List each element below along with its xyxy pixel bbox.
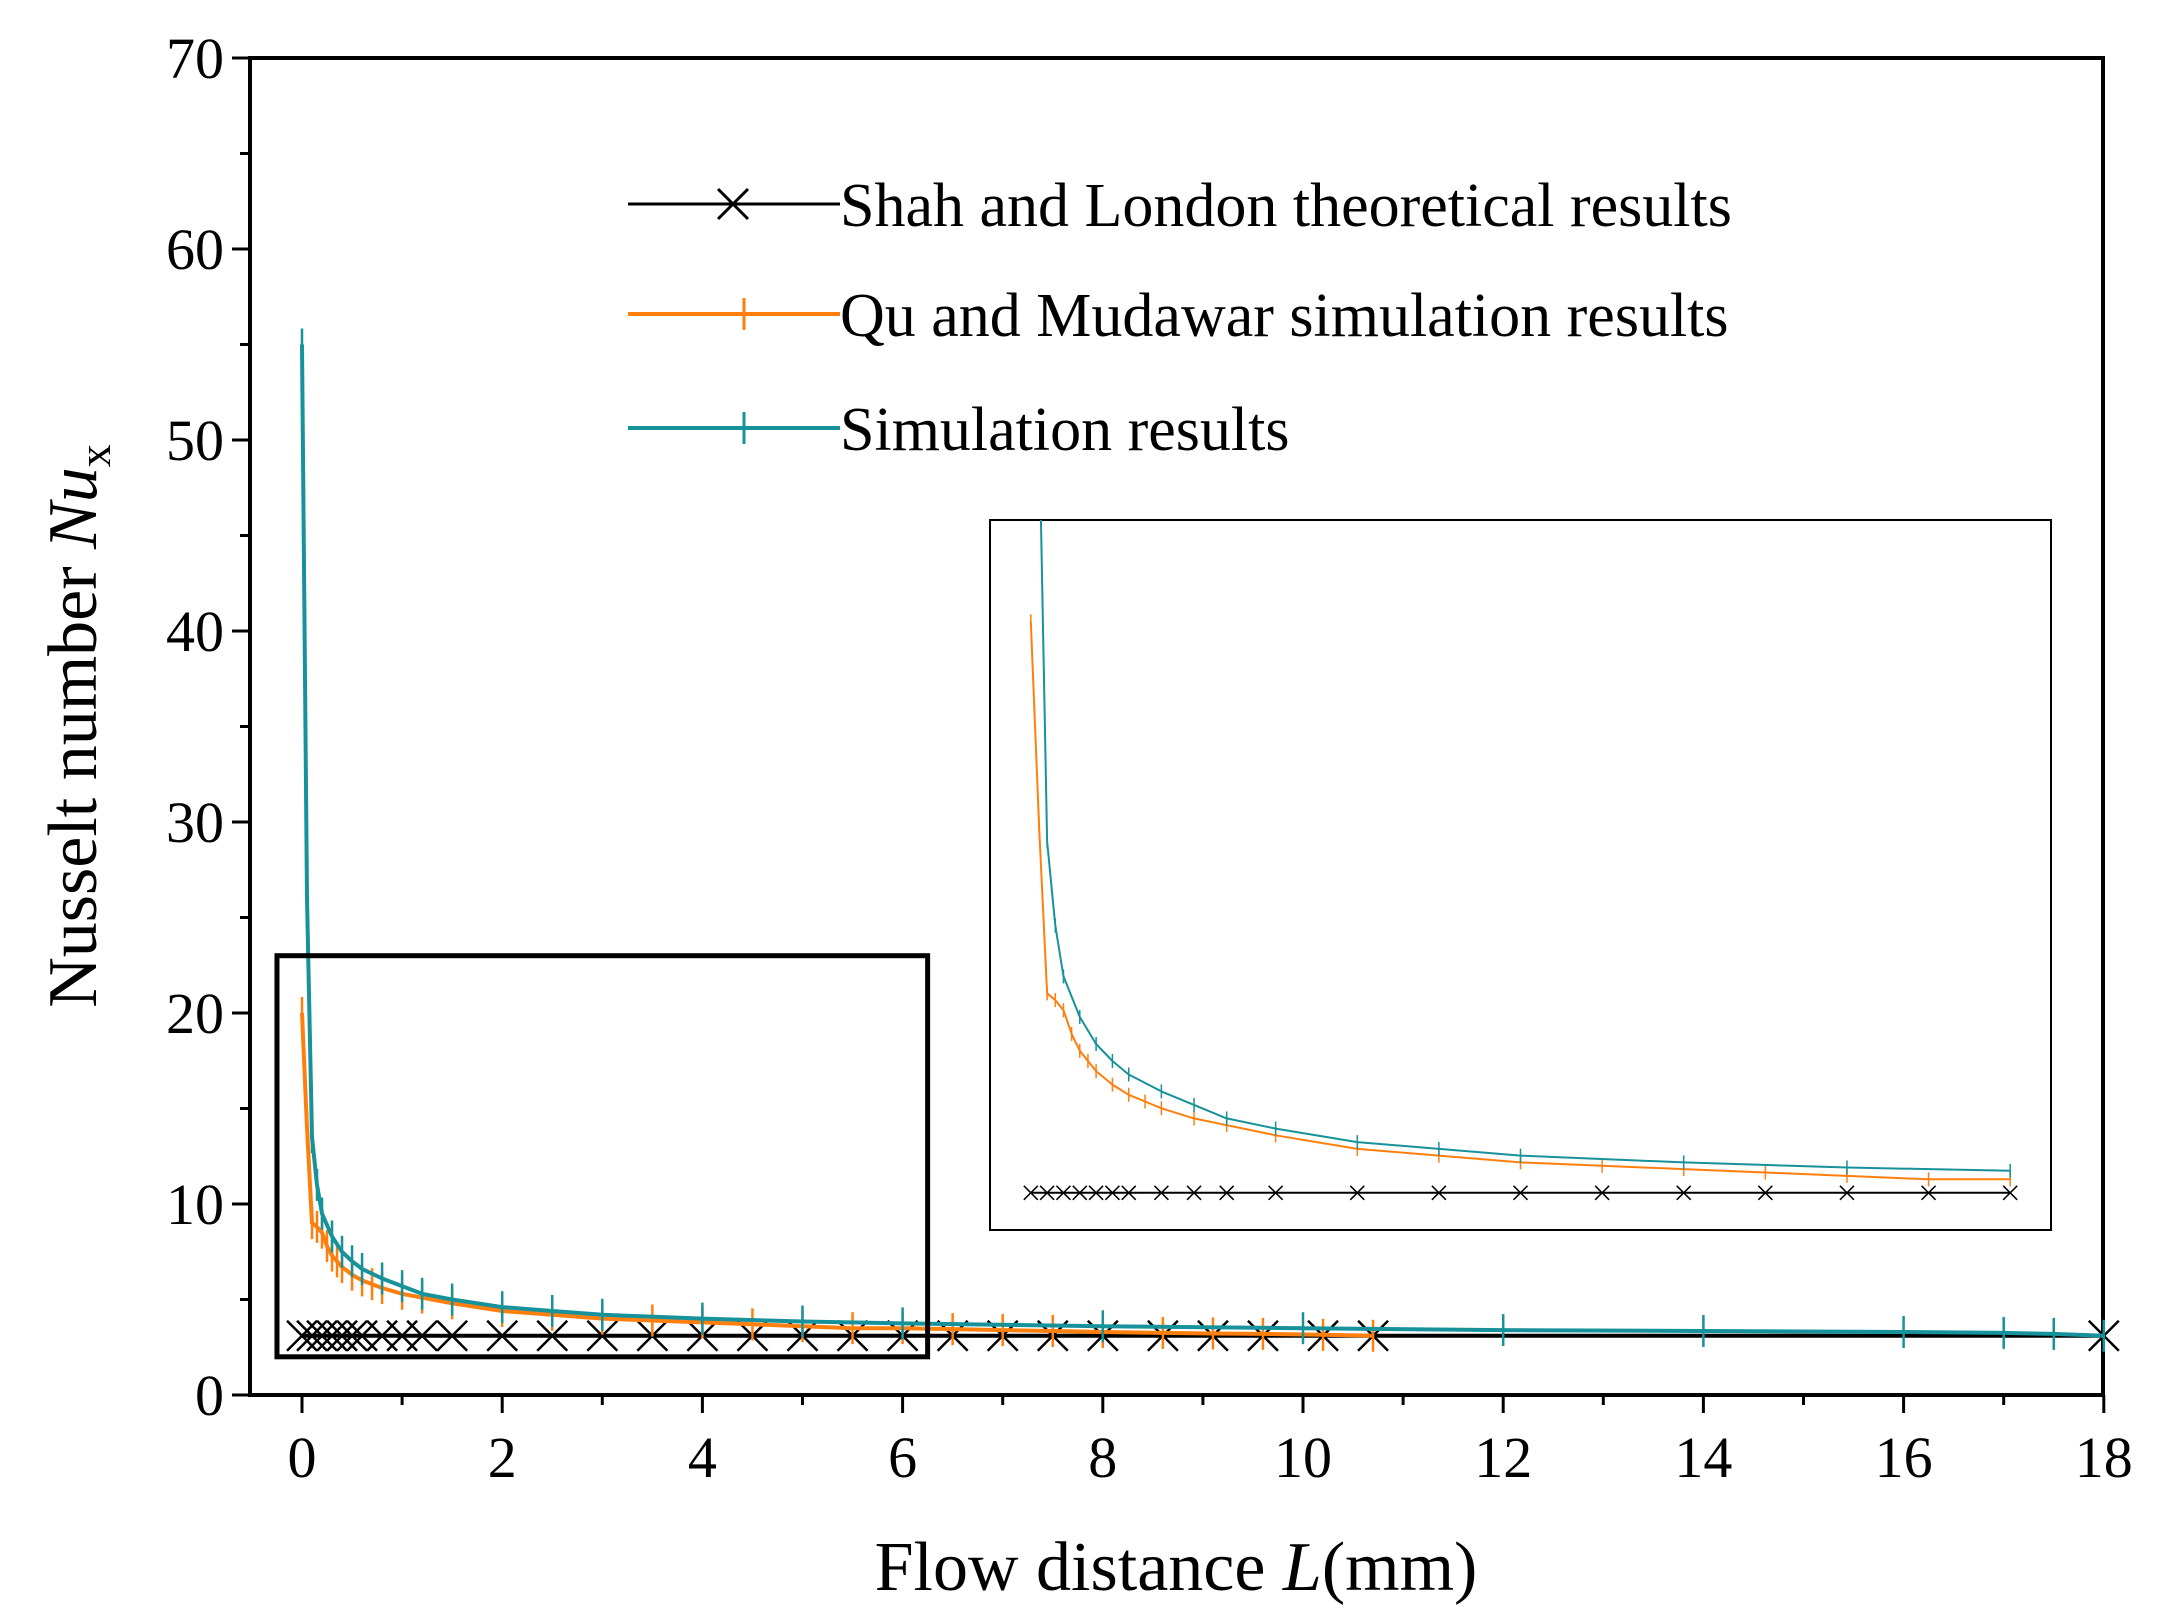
data-point-x-marker	[586, 1319, 619, 1352]
y-tick-label: 20	[166, 981, 224, 1046]
legend-marker-x	[716, 187, 750, 221]
data-point-x-marker	[1088, 1185, 1104, 1201]
x-tick-label: 10	[1274, 1425, 1332, 1490]
x-tick-label: 8	[1088, 1425, 1117, 1490]
x-tick-label: 18	[2075, 1425, 2133, 1490]
inset-plot	[989, 519, 2052, 1231]
data-point-x-marker	[1219, 1185, 1235, 1201]
inset-frame	[989, 519, 2052, 1231]
legend: Shah and London theoretical results Qu a…	[628, 172, 1732, 464]
data-point-x-marker	[1839, 1185, 1855, 1201]
legend-item-simulation: Simulation results	[628, 396, 1290, 464]
data-point-x-marker	[1072, 1185, 1088, 1201]
y-tick-label: 60	[166, 217, 224, 282]
legend-label-qu-mudawar: Qu and Mudawar simulation results	[840, 282, 1729, 350]
x-tick-label: 4	[688, 1425, 717, 1490]
data-point-x-marker	[1594, 1185, 1610, 1201]
data-point-x-marker	[1023, 1185, 1039, 1201]
x-tick-label: 2	[488, 1425, 517, 1490]
data-point-x-marker	[1186, 1185, 1202, 1201]
data-point-x-marker	[1921, 1185, 1937, 1201]
y-tick-label: 10	[166, 1172, 224, 1237]
legend-item-qu-mudawar: Qu and Mudawar simulation results	[628, 282, 1729, 350]
data-point-x-marker	[436, 1319, 469, 1352]
data-point-x-marker	[2002, 1185, 2018, 1201]
data-point-x-marker	[486, 1319, 519, 1352]
x-tick-label: 14	[1674, 1425, 1732, 1490]
data-point-x-marker	[1349, 1185, 1365, 1201]
data-point-x-marker	[1757, 1185, 1773, 1201]
x-tick-label: 16	[1875, 1425, 1933, 1490]
x-axis-title: Flow distance L(mm)	[875, 1529, 1478, 1606]
data-point-x-marker	[1121, 1185, 1137, 1201]
axis-tick-labels: 0 2 4 6 8 10 12 14 16 18 0 10 20 30 40 50 60 70	[166, 26, 2133, 1490]
y-tick-label: 30	[166, 790, 224, 855]
y-axis-title: Nusselt number Nux	[35, 444, 120, 1008]
x-tick-label: 6	[888, 1425, 917, 1490]
data-point-x-marker	[1512, 1185, 1529, 1201]
axis-ticks	[232, 56, 2106, 1413]
data-point-x-marker	[1153, 1185, 1169, 1201]
data-point-x-marker	[1431, 1185, 1447, 1201]
data-point-x-marker	[1676, 1185, 1692, 1201]
legend-label-shah-london: Shah and London theoretical results	[840, 172, 1732, 240]
data-point-x-marker	[1039, 1185, 1055, 1201]
data-point-x-marker	[406, 1319, 439, 1352]
data-point-x-marker	[536, 1319, 569, 1352]
data-point-x-marker	[336, 1319, 368, 1352]
y-tick-label: 70	[166, 26, 224, 91]
y-tick-label: 0	[195, 1363, 224, 1428]
legend-item-shah-london: Shah and London theoretical results	[628, 172, 1732, 240]
data-point-x-marker	[1104, 1185, 1120, 1201]
inset-series-group	[1023, 520, 2018, 1201]
x-tick-label: 12	[1474, 1425, 1532, 1490]
legend-label-simulation: Simulation results	[840, 396, 1290, 464]
data-point-x-marker	[1268, 1185, 1284, 1201]
data-point-x-marker	[1055, 1185, 1071, 1201]
y-tick-label: 50	[166, 408, 224, 473]
zoom-box	[274, 953, 931, 1360]
x-tick-label: 0	[288, 1425, 317, 1490]
main-series	[286, 328, 2120, 1352]
inset-series	[1023, 520, 2018, 1201]
y-tick-label: 40	[166, 599, 224, 664]
series-line-qu-and-mudawar-simulation-results	[300, 1012, 1374, 1338]
